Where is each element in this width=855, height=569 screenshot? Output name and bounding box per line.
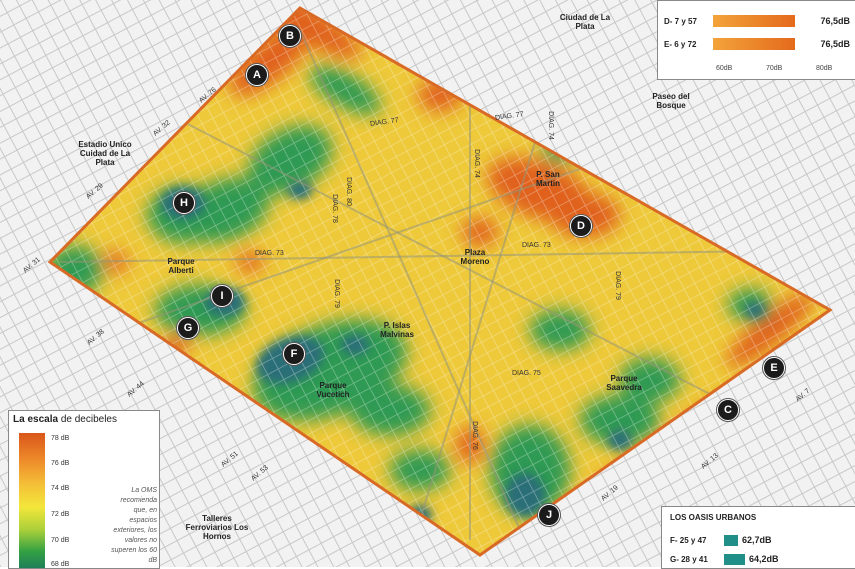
street-diag-78: DIAG. 78 (330, 194, 338, 223)
legend-row-value: 76,5dB (820, 16, 850, 26)
street-diag-79b: DIAG. 79 (613, 271, 621, 300)
label-p-islas-malvinas: P. Islas Malvinas (380, 321, 414, 339)
street-diag-76: DIAG. 76 (470, 421, 478, 450)
marker-f[interactable]: F (283, 343, 305, 365)
street-diag-73b: DIAG. 73 (522, 242, 551, 249)
label-estadio: Estadio Unico Cuidad de La Plata (78, 140, 132, 167)
street-diag-74: DIAG. 74 (472, 149, 480, 178)
scale-tick: 78 dB (51, 435, 70, 442)
street-diag-79: DIAG. 79 (332, 279, 340, 308)
label-p-san-martin: P. San Martin (536, 170, 560, 188)
label-plaza-moreno: Plaza Moreno (460, 248, 490, 266)
road-line (299, 29, 521, 531)
scale-title: La escala de decibeles (13, 414, 117, 425)
marker-g[interactable]: G (177, 317, 199, 339)
marker-e[interactable]: E (763, 357, 785, 379)
label-talleres: Talleres Ferroviarios Los Hornos (185, 514, 249, 541)
scale-tick: 68 dB (51, 561, 70, 568)
street-diag-73a: DIAG. 73 (255, 250, 284, 257)
scale-tick: 70 dB (51, 537, 70, 544)
label-ciudad-la-plata: Ciudad de La Plata (559, 13, 611, 31)
marker-b[interactable]: B (279, 25, 301, 47)
city-outline (47, 6, 833, 557)
legend-row-label: D- 7 y 57 (664, 17, 697, 26)
scale-title-rest: de decibeles (58, 414, 117, 425)
oasis-row-label: G- 28 y 41 (670, 555, 708, 564)
legend-tick: 80dB (816, 65, 833, 72)
label-parque-vucetich: Parque Vucetich (316, 381, 350, 399)
scale-tick: 72 dB (51, 511, 70, 518)
street-diag-80: DIAG. 80 (344, 177, 352, 206)
marker-a[interactable]: A (246, 64, 268, 86)
legend-tick: 70dB (766, 65, 783, 72)
oasis-bar (724, 554, 745, 565)
oasis-bar (724, 535, 738, 546)
oasis-row-value: 62,7dB (742, 535, 772, 545)
scale-tick: 74 dB (51, 485, 70, 492)
oasis-title: LOS OASIS URBANOS (670, 513, 757, 522)
oasis-row-label: F- 25 y 47 (670, 536, 707, 545)
road-line (179, 119, 761, 421)
who-note: La OMS recomienda que, en espacios exter… (111, 487, 157, 564)
legend-tick: 60dB (716, 65, 733, 72)
marker-h[interactable]: H (173, 192, 195, 214)
label-paseo-del-bosque: Paseo del Bosque (652, 92, 690, 110)
legend-row-value: 76,5dB (820, 39, 850, 49)
legend-bar (713, 15, 795, 27)
label-parque-alberti: Parque Alberti (167, 257, 195, 275)
street-diag-75: DIAG. 75 (512, 370, 541, 377)
scale-tick: 76 dB (51, 460, 70, 467)
decibel-scale-legend: La escala de decibeles 78 dB 76 dB 74 dB… (8, 410, 160, 569)
oasis-row-value: 64,2dB (749, 554, 779, 564)
scale-title-bold: La escala (13, 414, 59, 425)
scale-color-bar (19, 433, 45, 568)
marker-i[interactable]: I (211, 285, 233, 307)
street-diag-74b: DIAG. 74 (546, 111, 554, 140)
label-parque-saavedra: Parque Saavedra (606, 374, 642, 392)
urban-oasis-legend: LOS OASIS URBANOS F- 25 y 47 62,7dB G- 2… (661, 506, 855, 569)
marker-c[interactable]: C (717, 399, 739, 421)
marker-j[interactable]: J (538, 504, 560, 526)
loudest-points-legend: D- 7 y 57 76,5dB E- 6 y 72 76,5dB 60dB 7… (657, 0, 855, 80)
legend-row-label: E- 6 y 72 (664, 40, 697, 49)
marker-d[interactable]: D (570, 215, 592, 237)
legend-bar (713, 38, 795, 50)
